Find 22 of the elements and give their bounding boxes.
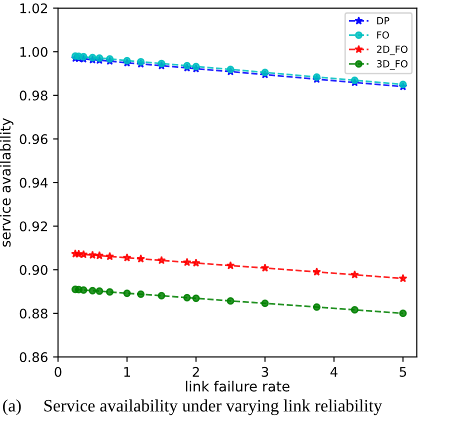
y-axis-title: service availability	[0, 118, 14, 247]
x-tick-label: 0	[54, 366, 62, 377]
x-tick-label: 4	[330, 367, 338, 377]
y-tick-label: 0.94	[20, 178, 48, 188]
legend-label: DP	[377, 17, 390, 24]
y-tick-label: 0.98	[20, 90, 48, 101]
y-tick-label: 0.86	[20, 352, 48, 362]
legend-label: FO	[377, 31, 389, 39]
legend-label: 3D_FO	[376, 60, 408, 70]
y-tick-label: 0.96	[20, 134, 48, 144]
x-tick-label: 3	[262, 366, 268, 377]
y-tick-label: 0.92	[20, 221, 47, 232]
x-tick-label: 5	[400, 367, 406, 377]
y-tick-label: 0.90	[20, 264, 48, 275]
text: (a) Service availability under varying link reliability	[3, 399, 382, 416]
legend-label: 2D_FO	[376, 46, 408, 56]
y-tick-label: 1.00	[20, 46, 48, 57]
x-tick-label: 1	[124, 367, 130, 377]
y-tick-label: 1.02	[20, 3, 47, 14]
y-tick-label: 0.88	[20, 308, 48, 319]
x-axis-title: link failure rate	[186, 380, 290, 392]
x-tick-label: 2	[192, 366, 199, 377]
